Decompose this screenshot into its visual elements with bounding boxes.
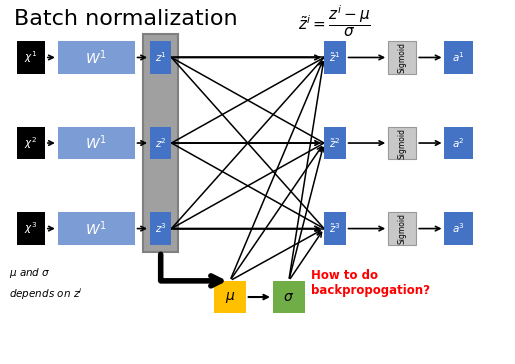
Text: $W^1$: $W^1$ (85, 219, 107, 238)
FancyBboxPatch shape (388, 41, 416, 74)
FancyBboxPatch shape (388, 127, 416, 159)
Text: $\chi^2$: $\chi^2$ (24, 135, 37, 151)
Text: Batch normalization: Batch normalization (14, 9, 238, 29)
FancyBboxPatch shape (150, 213, 171, 245)
FancyBboxPatch shape (143, 35, 178, 252)
FancyBboxPatch shape (17, 41, 45, 74)
Text: $W^1$: $W^1$ (85, 48, 107, 67)
Text: $\tilde{z}^2$: $\tilde{z}^2$ (329, 136, 340, 150)
Text: $\tilde{z}^3$: $\tilde{z}^3$ (329, 222, 340, 236)
FancyBboxPatch shape (58, 213, 134, 245)
Text: $z^3$: $z^3$ (154, 222, 167, 236)
Text: Sigmoid: Sigmoid (398, 127, 407, 159)
FancyBboxPatch shape (444, 213, 473, 245)
FancyBboxPatch shape (150, 127, 171, 159)
Text: $\mu$: $\mu$ (225, 289, 235, 305)
Text: $\chi^3$: $\chi^3$ (24, 221, 38, 237)
Text: Sigmoid: Sigmoid (398, 42, 407, 73)
FancyBboxPatch shape (58, 127, 134, 159)
FancyBboxPatch shape (17, 127, 45, 159)
Text: $a^1$: $a^1$ (452, 51, 465, 64)
Text: $a^2$: $a^2$ (452, 136, 465, 150)
FancyBboxPatch shape (150, 41, 171, 74)
Text: Sigmoid: Sigmoid (398, 213, 407, 244)
Text: $\tilde{z}^1$: $\tilde{z}^1$ (329, 51, 340, 64)
Text: $a^3$: $a^3$ (452, 222, 465, 236)
FancyBboxPatch shape (324, 41, 346, 74)
Text: $\mu$ and $\sigma$: $\mu$ and $\sigma$ (9, 266, 51, 280)
Text: How to do
backpropogation?: How to do backpropogation? (311, 269, 431, 297)
FancyBboxPatch shape (58, 41, 134, 74)
FancyBboxPatch shape (444, 41, 473, 74)
FancyBboxPatch shape (388, 213, 416, 245)
FancyBboxPatch shape (444, 127, 473, 159)
FancyBboxPatch shape (214, 281, 246, 313)
Text: $z^1$: $z^1$ (154, 51, 167, 64)
Text: $z^2$: $z^2$ (155, 136, 166, 150)
Text: $W^1$: $W^1$ (85, 134, 107, 152)
FancyBboxPatch shape (17, 213, 45, 245)
FancyBboxPatch shape (324, 213, 346, 245)
Text: $\tilde{z}^i = \dfrac{z^i - \mu}{\sigma}$: $\tilde{z}^i = \dfrac{z^i - \mu}{\sigma}… (299, 3, 371, 39)
Text: $\chi^1$: $\chi^1$ (24, 50, 38, 66)
Text: $\sigma$: $\sigma$ (283, 290, 294, 304)
FancyBboxPatch shape (273, 281, 305, 313)
Text: depends on $z^i$: depends on $z^i$ (9, 286, 83, 302)
FancyBboxPatch shape (324, 127, 346, 159)
